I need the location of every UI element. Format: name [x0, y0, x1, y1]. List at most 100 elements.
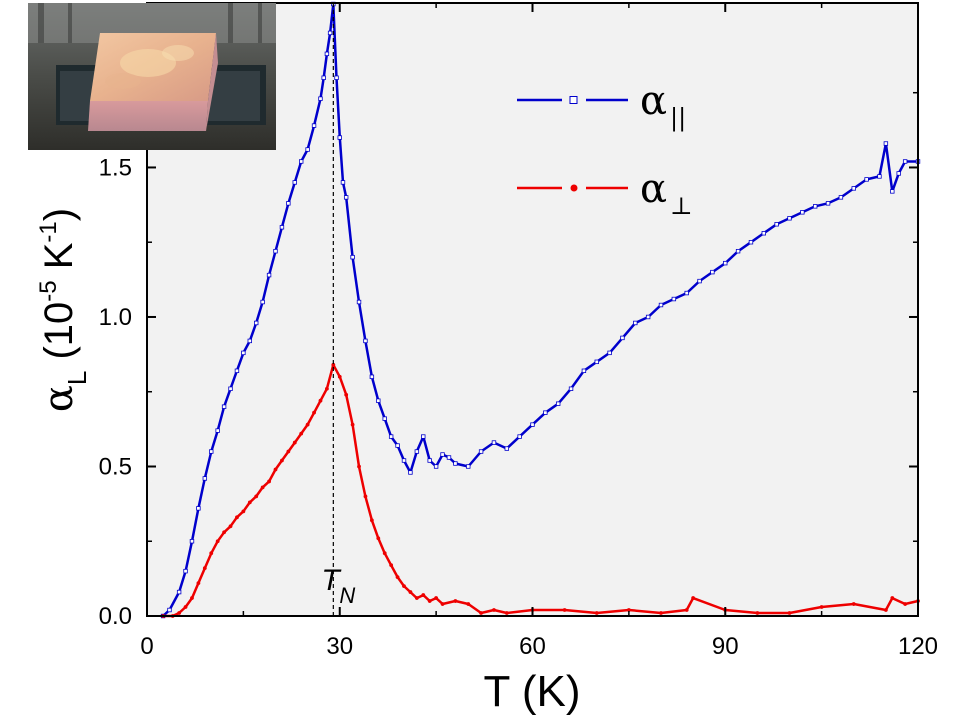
series-1-point [382, 551, 387, 556]
series-0-point [607, 350, 612, 356]
series-0-point [902, 159, 908, 164]
series-0-point [478, 449, 484, 454]
series-1-point [883, 608, 888, 612]
series-0-point [543, 410, 548, 415]
series-0-point [645, 314, 651, 320]
series-1-point [337, 374, 342, 379]
legend-label-subscript: || [670, 104, 686, 133]
tn-label-main: T [321, 564, 342, 597]
y-axis-title-units-suffix: ) [37, 208, 81, 221]
series-1-point [479, 611, 483, 615]
series-1-point [247, 500, 252, 505]
x-tick-label: 90 [712, 633, 739, 660]
series-1-point [504, 611, 509, 615]
series-0-point [883, 141, 889, 146]
series-0-point [376, 398, 381, 403]
series-1-point [357, 464, 361, 469]
series-1-point [421, 593, 426, 597]
series-0-point [594, 359, 599, 365]
svg-text:αL (10-5 K-1): αL (10-5 K-1) [35, 208, 92, 412]
series-0-point [221, 404, 227, 409]
series-1-point [292, 440, 297, 445]
series-1-point [903, 602, 908, 606]
series-0-point [401, 458, 407, 463]
series-0-point [241, 350, 246, 356]
series-0-point [517, 434, 522, 439]
series-1-point [562, 608, 567, 612]
series-0-point [556, 401, 561, 406]
series-1-point [427, 599, 432, 603]
y-axis-title-symbol: α [36, 385, 82, 412]
series-0-point [176, 589, 182, 595]
series-0-point [343, 195, 349, 200]
y-axis-title-exponent-1: -5 [35, 280, 62, 301]
series-1-point [228, 524, 233, 529]
series-0-line [162, 2, 918, 617]
series-0-point [167, 607, 172, 613]
series-0-point [395, 443, 400, 448]
series-0-point [189, 539, 195, 544]
y-tick-label: 0.0 [99, 603, 132, 630]
series-1-point [440, 602, 445, 606]
series-0-point [466, 464, 471, 469]
series-1-point [286, 449, 291, 454]
series-1-point [389, 563, 394, 568]
series-1-point [273, 467, 278, 472]
legend-item-alpha-perp: α ⊥ [517, 166, 693, 220]
x-tick-label: 60 [519, 633, 546, 660]
series-0-point [388, 434, 394, 439]
series-0-point [568, 386, 574, 391]
legend-label-subscript: ⊥ [670, 192, 693, 220]
series-1-point [755, 611, 760, 615]
series-0-point [260, 299, 265, 305]
series-1-point [325, 386, 329, 391]
legend-swatch-marker [569, 96, 578, 104]
series-0 [160, 1, 921, 619]
series-0-point [581, 368, 587, 373]
series-0-point [292, 180, 297, 185]
x-tick-label: 120 [898, 633, 938, 660]
series-0-point [318, 96, 323, 101]
sample-crystal-image [28, 3, 276, 150]
series-0-point [774, 222, 779, 227]
legend-swatch-marker [570, 184, 578, 192]
series-0-point [838, 195, 844, 200]
series-0-point [196, 506, 201, 511]
series-0-point [421, 434, 426, 439]
series-0-point [414, 449, 420, 454]
series-0-point [254, 320, 259, 326]
x-tick-label: 0 [140, 633, 153, 660]
series-1-point [466, 602, 471, 606]
y-tick-label: 1.5 [99, 154, 132, 181]
series-1-point [344, 392, 349, 397]
series-1-point [312, 410, 316, 415]
series-0-point [633, 320, 638, 326]
series-1-point [395, 575, 400, 580]
tn-label-subscript: N [339, 583, 355, 608]
series-0-point [334, 75, 339, 80]
series-1-point [851, 602, 856, 606]
series-1-point [453, 599, 458, 603]
y-axis-title: αL (10-5 K-1) [35, 208, 92, 412]
series-1-point [408, 590, 413, 594]
series-0-point [453, 461, 458, 466]
series-1-point [594, 611, 599, 615]
series-1-point [434, 596, 439, 600]
series-0-point [710, 269, 715, 275]
y-axis-title-units-mid: K [37, 242, 81, 280]
series-0-point [202, 476, 208, 481]
series-0-point [324, 51, 330, 57]
series-0-point [671, 296, 677, 302]
series-0-point [340, 180, 346, 185]
legend-item-alpha-parallel: α || [517, 78, 686, 133]
series-1-point [280, 458, 284, 463]
series-1-point [209, 551, 214, 556]
series-0-point [890, 189, 895, 194]
series-0-point [266, 272, 272, 278]
series-0-point [286, 201, 291, 206]
series-0-point [440, 452, 445, 457]
series-1-point [222, 530, 227, 535]
series-0-point [433, 464, 439, 469]
series-1-point [369, 518, 374, 523]
series-1-point [202, 566, 207, 571]
